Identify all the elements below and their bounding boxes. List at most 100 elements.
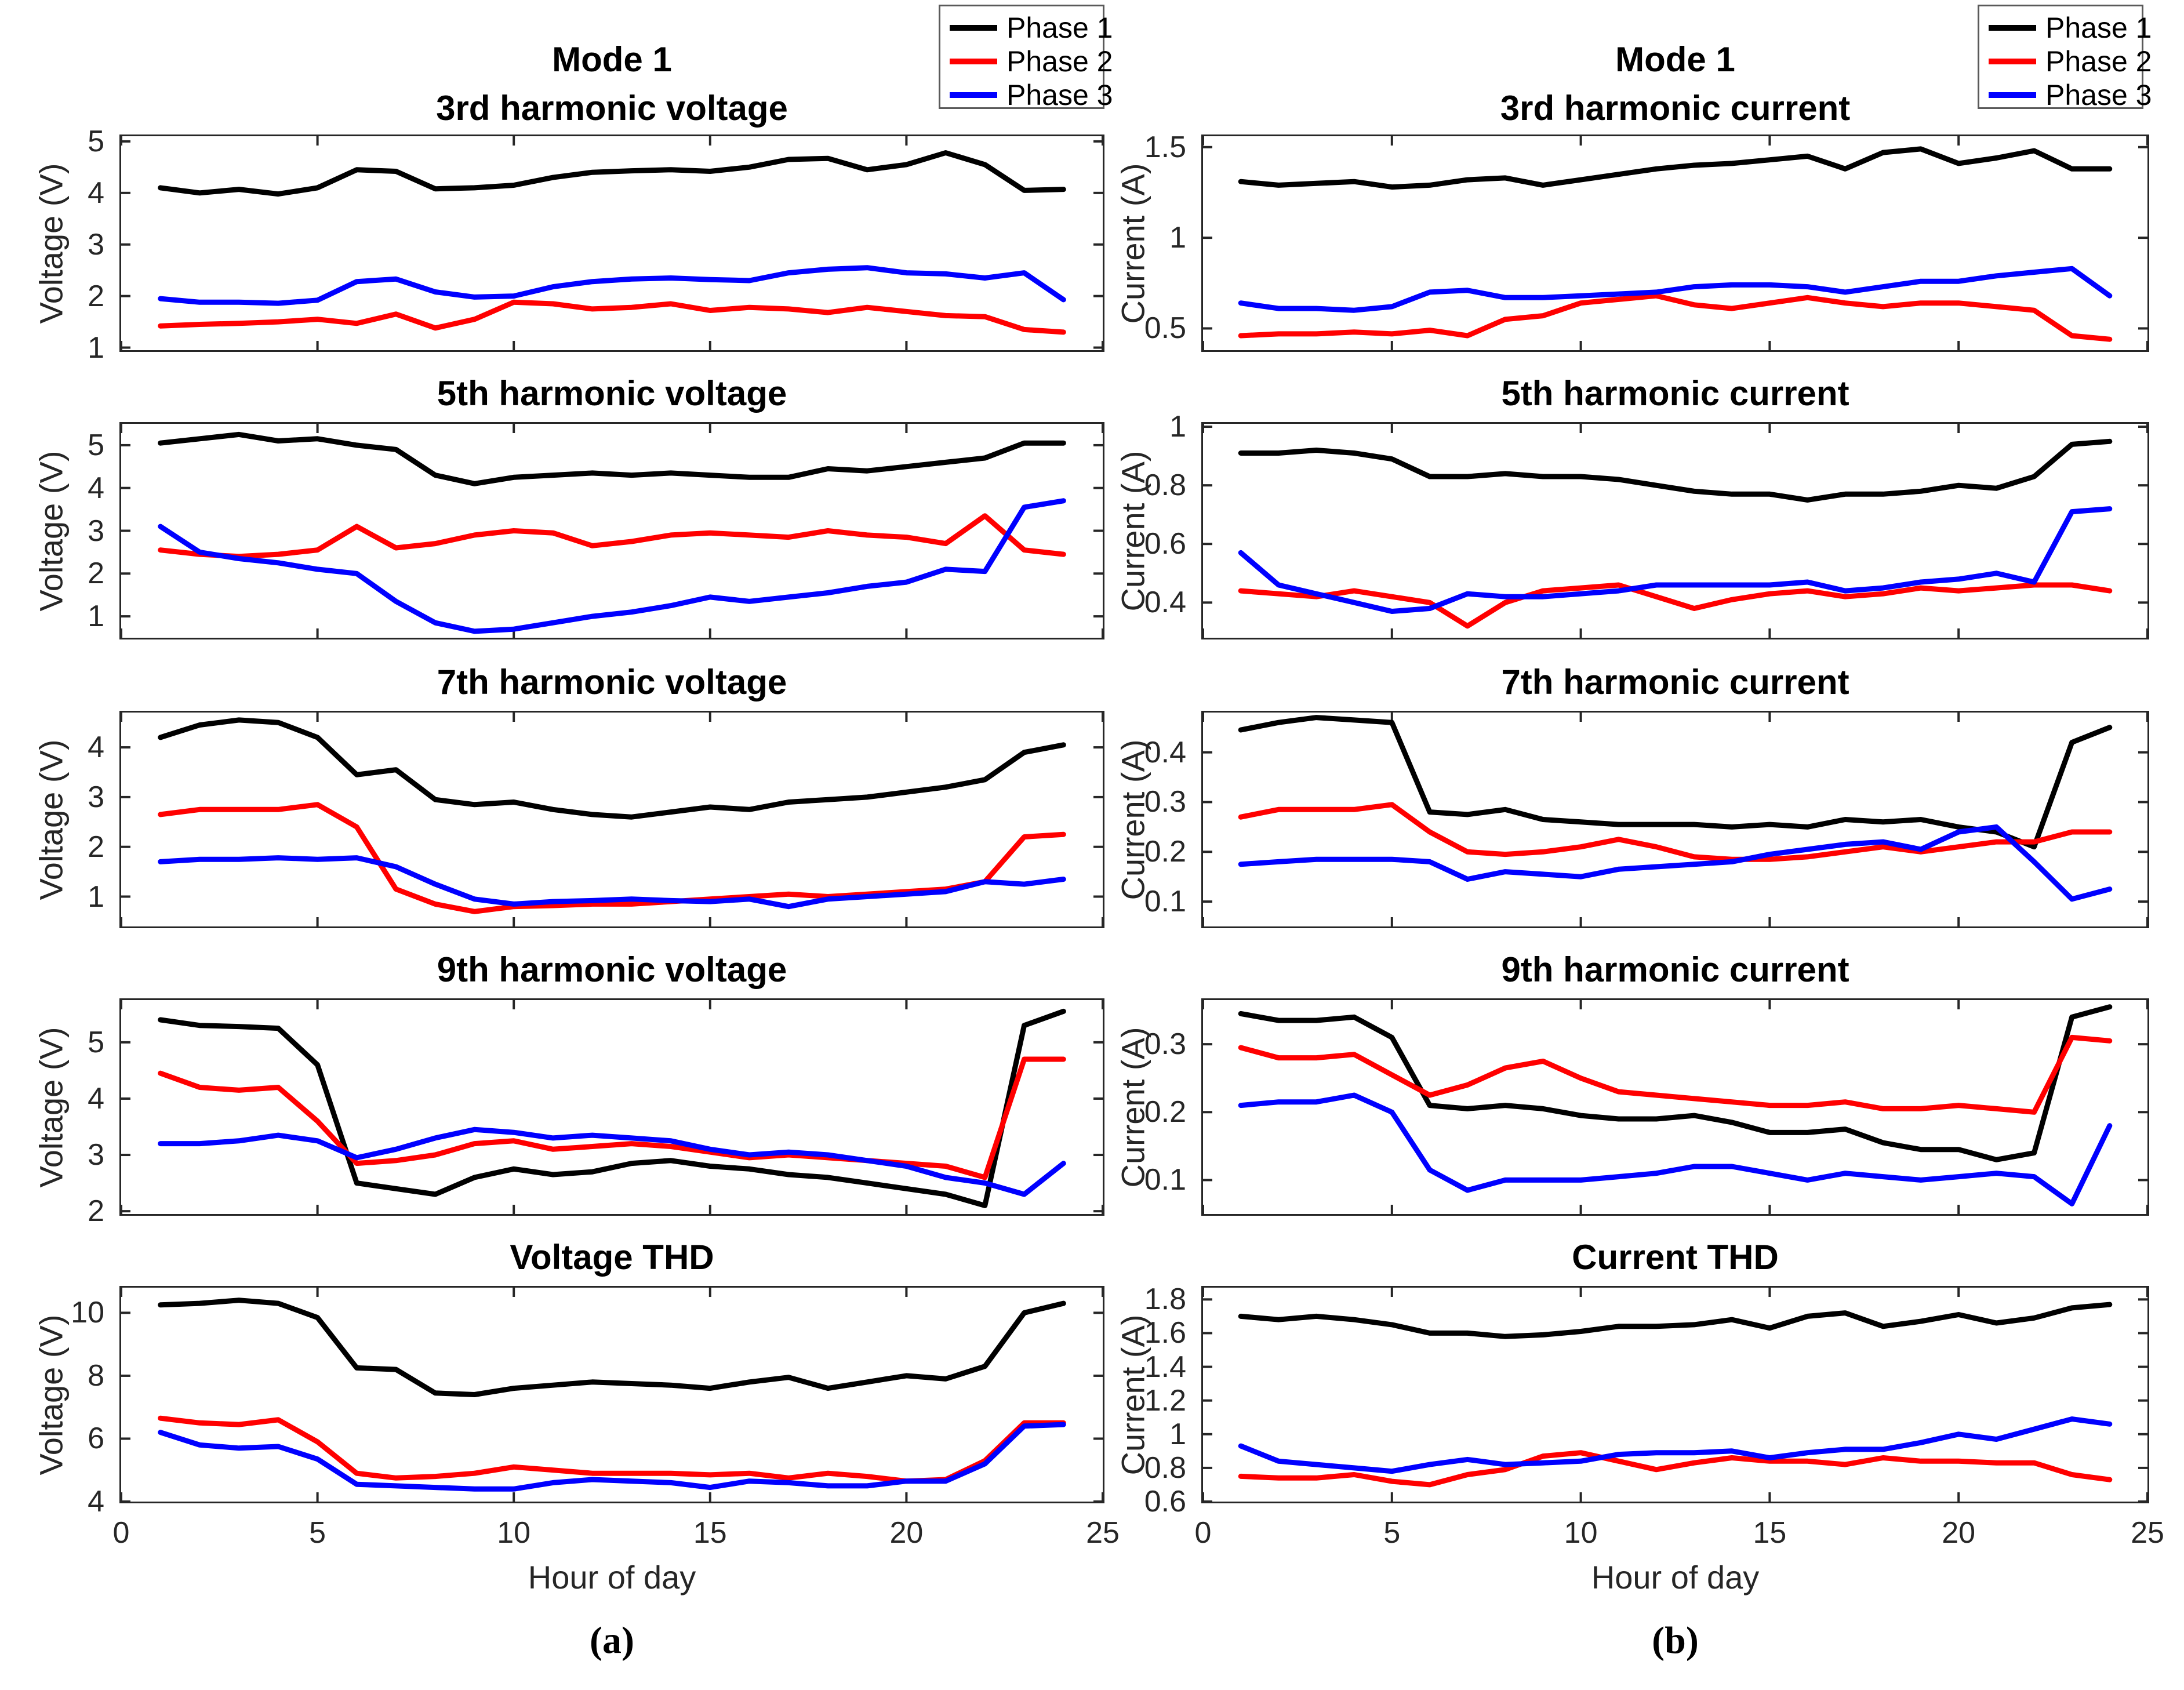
y-tick-label: 2 (88, 1194, 104, 1229)
legend-entry-phase-1: Phase 1 (1989, 11, 2152, 45)
y-tick-label: 2 (88, 279, 104, 313)
y-tick-label: 5 (88, 1025, 104, 1059)
y-tick-label: 0.8 (1144, 468, 1186, 503)
x-tick-label: 5 (1383, 1516, 1401, 1550)
x-tick-label: 10 (497, 1516, 531, 1550)
y-tick-label: 1 (1169, 221, 1186, 255)
y-tick-label: 2 (88, 557, 104, 591)
phase1-line-swatch-icon (950, 25, 997, 31)
plot-area (1201, 711, 2149, 928)
y-tick-label: 0.3 (1144, 785, 1186, 819)
y-tick-label: 0.1 (1144, 885, 1186, 919)
y-tick-label: 1.6 (1144, 1316, 1186, 1350)
y-tick-label: 3 (88, 780, 104, 814)
legend-label-phase-3: Phase 3 (2045, 79, 2152, 111)
x-axis-label-a: Hour of day (528, 1559, 696, 1595)
phase3-line-swatch-icon (950, 92, 997, 98)
y-tick-label: 0.1 (1144, 1163, 1186, 1197)
subplot-title: 7th harmonic voltage (437, 663, 787, 702)
legend-label-phase-3: Phase 3 (1006, 79, 1113, 111)
legend-label-phase-1: Phase 1 (1006, 12, 1113, 44)
x-tick-label: 0 (1194, 1516, 1212, 1550)
y-tick-label: 1 (88, 879, 104, 914)
y-tick-label: 5 (88, 428, 104, 462)
subplot-title: 9th harmonic voltage (437, 950, 787, 989)
line-chart (1203, 713, 2147, 926)
y-tick-label: 0.4 (1144, 586, 1186, 620)
plot-area (119, 422, 1104, 639)
y-tick-label: 0.4 (1144, 735, 1186, 769)
legend-label-phase-1: Phase 1 (2045, 12, 2152, 44)
x-axis-label-b: Hour of day (1591, 1559, 1760, 1595)
line-chart (1203, 1000, 2147, 1214)
y-tick-label: 1.5 (1144, 130, 1186, 164)
subplot-title: 9th harmonic current (1501, 950, 1849, 989)
plot-area (1201, 998, 2149, 1216)
y-tick-label: 8 (88, 1358, 104, 1393)
y-tick-label: 4 (88, 471, 104, 505)
y-tick-label: 0.5 (1144, 311, 1186, 346)
y-tick-label: 1 (88, 599, 104, 634)
plot-area (1201, 135, 2149, 352)
phase3-line-swatch-icon (1989, 92, 2036, 98)
phase2-line-swatch-icon (950, 59, 997, 64)
panel-letter-a: (a) (590, 1619, 634, 1662)
legend-entry-phase-3: Phase 3 (1989, 78, 2152, 112)
y-tick-label: 4 (88, 1081, 104, 1115)
subplot-title: Current THD (1572, 1238, 1779, 1277)
y-tick-label: 1.2 (1144, 1383, 1186, 1418)
legend-entry-phase-2: Phase 2 (1989, 45, 2152, 78)
legend-panel-b: Phase 1 Phase 2 Phase 3 (1978, 5, 2152, 112)
x-tick-label: 15 (693, 1516, 727, 1550)
subplot-title: 3rd harmonic current (1500, 89, 1851, 128)
y-tick-label: 10 (71, 1296, 104, 1330)
plot-area (119, 1286, 1104, 1503)
y-tick-label: 6 (88, 1422, 104, 1456)
legend-entry-phase-3: Phase 3 (950, 78, 1113, 112)
y-tick-label: 0.3 (1144, 1027, 1186, 1062)
legend-label-phase-2: Phase 2 (2045, 45, 2152, 78)
plot-area (1201, 422, 2149, 639)
legend-entry-phase-1: Phase 1 (950, 11, 1113, 45)
line-chart (121, 1000, 1103, 1214)
legend-entry-phase-2: Phase 2 (950, 45, 1113, 78)
y-tick-label: 0.6 (1144, 527, 1186, 561)
line-chart (121, 136, 1103, 350)
subplot-title: 5th harmonic current (1501, 374, 1849, 413)
subplot-title: 7th harmonic current (1501, 663, 1849, 702)
plot-area (119, 711, 1104, 928)
subplot-title: 5th harmonic voltage (437, 374, 787, 413)
y-tick-label: 1.8 (1144, 1282, 1186, 1317)
line-chart (121, 713, 1103, 926)
y-tick-label: 1.4 (1144, 1350, 1186, 1384)
line-chart (1203, 1288, 2147, 1502)
y-tick-label: 1 (1169, 1417, 1186, 1451)
x-tick-label: 25 (1086, 1516, 1120, 1550)
y-tick-label: 0.8 (1144, 1451, 1186, 1485)
y-tick-label: 3 (88, 227, 104, 261)
plot-area (119, 135, 1104, 352)
x-tick-label: 15 (1753, 1516, 1787, 1550)
y-tick-label: 1 (88, 330, 104, 365)
line-chart (121, 1288, 1103, 1502)
y-tick-label: 4 (88, 1485, 104, 1518)
legend-label-phase-2: Phase 2 (1006, 45, 1113, 78)
y-tick-label: 4 (88, 176, 104, 210)
plot-area (119, 998, 1104, 1216)
subplot-title: 3rd harmonic voltage (436, 89, 788, 128)
x-tick-label: 20 (1942, 1516, 1976, 1550)
y-tick-label: 2 (88, 830, 104, 864)
y-tick-label: 0.2 (1144, 835, 1186, 869)
panel-a-mode-title: Mode 1 (552, 40, 672, 79)
x-tick-label: 0 (112, 1516, 130, 1550)
y-tick-label: 4 (88, 730, 104, 765)
line-chart (1203, 424, 2147, 638)
y-tick-label: 3 (88, 1138, 104, 1172)
y-tick-label: 0.2 (1144, 1095, 1186, 1129)
y-tick-label: 3 (88, 514, 104, 548)
panel-letter-b: (b) (1652, 1619, 1699, 1662)
x-tick-label: 20 (889, 1516, 924, 1550)
y-tick-label: 0.6 (1144, 1485, 1186, 1518)
subplot-title: Voltage THD (510, 1238, 714, 1277)
